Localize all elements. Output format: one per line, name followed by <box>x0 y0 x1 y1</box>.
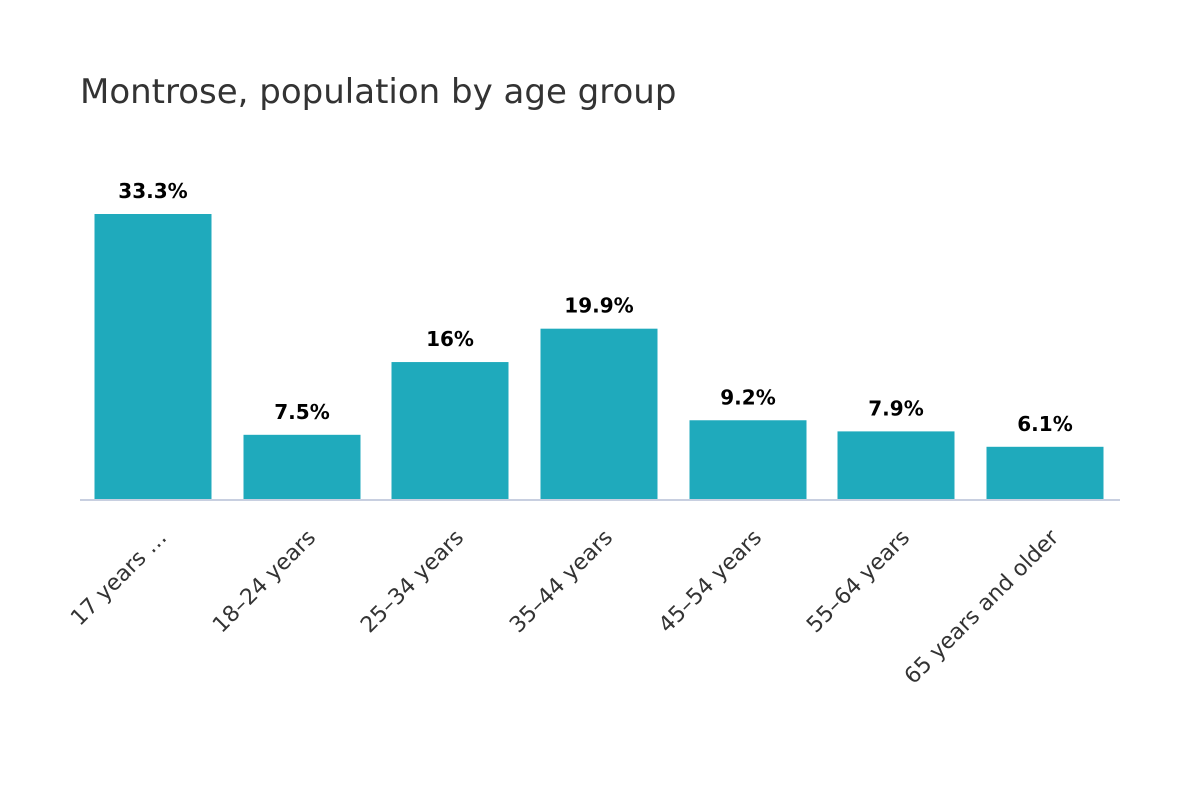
bar-data-label: 9.2% <box>720 385 775 409</box>
x-tick-labels-group: 17 years … 18–24 years 25–34 years 35–44 ye… <box>66 525 1064 690</box>
bar <box>986 446 1104 499</box>
chart-title: Montrose, population by age group <box>80 72 677 112</box>
bar-data-label: 7.9% <box>868 396 923 420</box>
bar-data-label: 16% <box>426 327 474 351</box>
bar-data-label: 6.1% <box>1017 412 1072 436</box>
bar-data-label: 33.3% <box>118 179 187 203</box>
x-tick-label: 65 years and older <box>900 525 1065 690</box>
x-tick-label: 35–44 years <box>505 525 618 638</box>
data-labels-group: 33.3% 7.5% 16% 19.9% 9.2% 7.9% 6.1% <box>118 179 1072 436</box>
bar <box>837 431 955 499</box>
bar <box>391 362 509 499</box>
bar <box>94 214 212 499</box>
bar <box>689 420 807 499</box>
x-tick-label: 45–54 years <box>654 525 767 638</box>
bar <box>243 434 361 499</box>
bar-data-label: 19.9% <box>564 294 633 318</box>
x-tick-label: 55–64 years <box>802 525 915 638</box>
x-tick-label: 17 years … <box>66 525 172 631</box>
bars-group <box>94 214 1104 499</box>
x-tick-label: 18–24 years <box>208 525 321 638</box>
bar <box>540 328 658 499</box>
bar-data-label: 7.5% <box>274 400 329 424</box>
x-tick-label: 25–34 years <box>356 525 469 638</box>
